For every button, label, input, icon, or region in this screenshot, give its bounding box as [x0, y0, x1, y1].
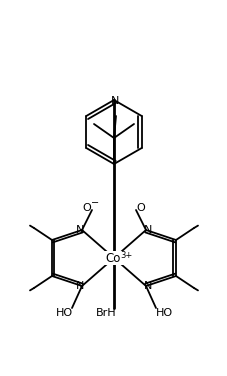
Text: N: N — [143, 281, 151, 291]
Text: HO: HO — [155, 308, 172, 318]
Text: 3+: 3+ — [119, 250, 131, 259]
Text: O: O — [82, 203, 91, 213]
Text: N: N — [76, 281, 84, 291]
Text: N: N — [110, 96, 119, 106]
Text: O: O — [136, 203, 145, 213]
Text: −: − — [91, 198, 99, 208]
Text: N: N — [76, 225, 84, 235]
Text: BrH: BrH — [95, 308, 116, 318]
Text: N: N — [143, 225, 151, 235]
Text: Co: Co — [105, 252, 120, 264]
FancyBboxPatch shape — [103, 251, 124, 265]
Text: HO: HO — [55, 308, 72, 318]
